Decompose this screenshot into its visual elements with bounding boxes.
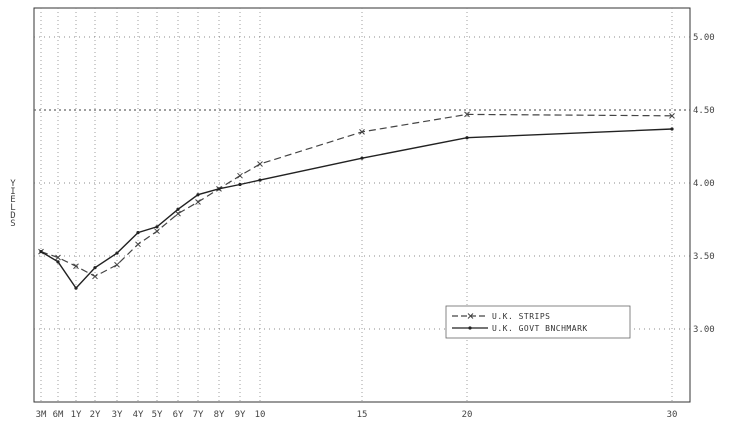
y-tick-label: 4.00 bbox=[693, 179, 715, 189]
x-tick-label: 3M bbox=[36, 410, 47, 420]
data-point bbox=[115, 251, 119, 255]
y-tick-label: 4.50 bbox=[693, 106, 715, 116]
y-axis-label-letter: E bbox=[10, 195, 15, 205]
data-point bbox=[465, 136, 469, 140]
x-tick-label: 4Y bbox=[133, 410, 144, 420]
legend-marker bbox=[467, 313, 474, 319]
data-point bbox=[135, 241, 141, 248]
x-tick-label: 7Y bbox=[193, 410, 204, 420]
x-axis-tick-labels: 3M 6M 1Y 2Y 3Y 4Y 5Y 6Y 7Y 8Y 9Y 10 15 20 30 bbox=[36, 410, 678, 420]
data-point bbox=[114, 261, 120, 268]
data-point bbox=[155, 225, 159, 229]
x-tick-label: 9Y bbox=[235, 410, 246, 420]
y-axis-tick-labels: 3.00 3.50 4.00 4.50 5.00 bbox=[693, 33, 715, 335]
legend-label: U.K. STRIPS bbox=[492, 312, 550, 321]
data-point bbox=[74, 286, 78, 290]
data-point bbox=[464, 111, 470, 118]
data-point bbox=[360, 156, 364, 160]
y-axis-label-letter: L bbox=[10, 203, 15, 213]
data-point bbox=[73, 263, 79, 270]
data-point bbox=[92, 273, 98, 280]
data-point bbox=[176, 207, 180, 211]
x-tick-label: 8Y bbox=[214, 410, 225, 420]
legend-box bbox=[445, 305, 631, 339]
x-tick-label: 6M bbox=[53, 410, 64, 420]
y-axis-label-letter: D bbox=[10, 211, 15, 221]
x-tick-label: 20 bbox=[462, 410, 473, 420]
data-point bbox=[196, 193, 200, 197]
chart-marks bbox=[38, 111, 675, 290]
data-point bbox=[669, 112, 675, 119]
x-tick-label: 30 bbox=[667, 410, 678, 420]
data-point bbox=[56, 260, 60, 264]
y-axis-label-letter: S bbox=[10, 219, 15, 229]
legend: U.K. STRIPS U.K. GOVT BNCHMARK bbox=[445, 305, 631, 339]
grid-lines bbox=[34, 8, 690, 402]
data-point bbox=[257, 161, 263, 167]
y-tick-label: 3.00 bbox=[693, 325, 715, 335]
x-tick-label: 3Y bbox=[112, 410, 123, 420]
data-point bbox=[93, 266, 97, 270]
data-point bbox=[39, 250, 43, 254]
data-point bbox=[217, 187, 221, 191]
data-point bbox=[136, 231, 140, 235]
y-tick-label: 5.00 bbox=[693, 33, 715, 43]
data-point bbox=[154, 228, 160, 235]
x-tick-label: 5Y bbox=[152, 410, 163, 420]
data-point bbox=[195, 199, 201, 205]
legend-marker bbox=[468, 326, 472, 330]
x-tick-label: 2Y bbox=[90, 410, 101, 420]
data-point bbox=[237, 172, 243, 179]
data-point bbox=[238, 182, 242, 187]
data-point bbox=[175, 210, 181, 217]
x-tick-label: 15 bbox=[357, 410, 368, 420]
x-tick-label: 6Y bbox=[173, 410, 184, 420]
y-tick-label: 3.50 bbox=[693, 252, 715, 262]
y-axis-label-letter: I bbox=[10, 187, 15, 197]
series-line bbox=[40, 113, 673, 278]
x-tick-label: 10 bbox=[255, 410, 266, 420]
series-line bbox=[40, 128, 673, 290]
y-axis-label-letter: Y bbox=[10, 179, 16, 189]
x-tick-label: 1Y bbox=[71, 410, 82, 420]
legend-label: U.K. GOVT BNCHMARK bbox=[492, 324, 588, 333]
data-point bbox=[359, 129, 365, 135]
data-point bbox=[55, 254, 61, 261]
data-point bbox=[670, 127, 674, 131]
data-point bbox=[258, 178, 262, 182]
